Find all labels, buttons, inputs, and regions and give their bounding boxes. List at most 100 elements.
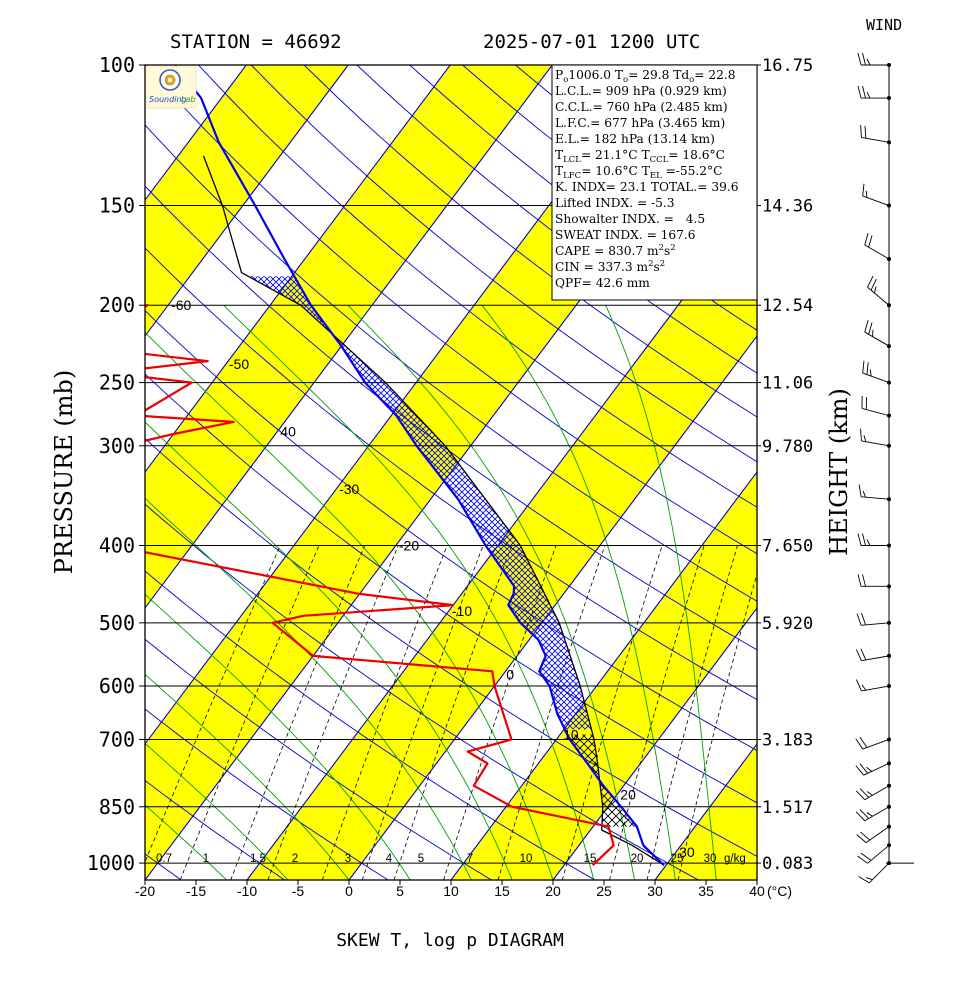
wind-title: WIND (866, 16, 902, 34)
isotherm-line (348, 335, 757, 880)
wind-staff (868, 862, 890, 884)
svg-text:Sounding: Sounding (149, 95, 187, 104)
mixing-ratio-label: 0.7 (156, 853, 172, 865)
wind-feather (855, 811, 866, 822)
isotherm-label: -90 (0, 126, 14, 142)
isotherm-label: 0 (506, 666, 514, 682)
dry-adiabat (780, 65, 960, 880)
wind-barb (855, 679, 891, 692)
wind-barbs (855, 52, 914, 884)
dry-adiabat (145, 373, 757, 804)
wind-feather (859, 763, 869, 774)
dry-adiabat (145, 124, 757, 602)
moist-adiabat (481, 304, 676, 880)
idx-el: E.L.= 182 hPa (13.14 km) (555, 132, 715, 146)
isotherm-label: 10 (563, 727, 579, 743)
wind-barb (855, 736, 891, 750)
wind-feather (866, 539, 871, 546)
moist-adiabat (347, 304, 636, 880)
wind-barb (858, 861, 891, 884)
temperature-tick-label: 15 (494, 883, 510, 899)
wind-barb (857, 533, 891, 548)
station-label: STATION = 46692 (170, 31, 342, 53)
cape-area (248, 276, 592, 730)
wind-staff (861, 685, 890, 692)
wind-feather (860, 831, 871, 841)
wind-feather (860, 648, 867, 661)
isotherm-label: -10 (452, 603, 472, 619)
cin-area (567, 734, 637, 827)
wind-feather (860, 852, 872, 861)
wind-feather (866, 791, 873, 796)
mixing-ratio-label: 1.5 (250, 853, 266, 865)
wind-barb (864, 320, 891, 349)
dry-adiabat (145, 437, 757, 857)
idx-tlfc: TLFC= 10.6°C TEL =-55.2°C (555, 164, 722, 181)
mixing-ratio-line (321, 545, 448, 880)
pressure-tick-label: 1000 (87, 851, 135, 875)
dewpoint-line (145, 304, 615, 866)
wind-staff (862, 195, 890, 206)
isotherm-label: -80 (58, 176, 78, 192)
wind-barb (857, 843, 891, 864)
mixing-ratio-label: 5 (418, 853, 424, 865)
temperature-tick-label: -20 (135, 883, 155, 899)
pressure-axis: 100 150 200 250 300 400 500 600 700 850 1000 (87, 53, 145, 875)
wind-staff (865, 826, 890, 843)
idx-lifted: Lifted INDX. = -5.3 (555, 196, 675, 210)
wind-feather (864, 232, 869, 246)
temperature-tick-label: 20 (545, 883, 561, 899)
wind-barb (861, 396, 891, 418)
wind-barb (855, 804, 891, 822)
dry-adiabat (145, 780, 285, 880)
wind-feather (868, 235, 873, 248)
height-tick-label: 7.650 (762, 536, 813, 556)
moist-adiabat (145, 742, 289, 880)
wind-feather (862, 183, 865, 197)
wind-feather (874, 286, 877, 294)
pressure-tick-label: 600 (99, 674, 135, 698)
wind-staff (864, 244, 890, 260)
idx-lcl: L.C.L.= 909 hPa (0.929 km) (555, 84, 727, 98)
pressure-tick-label: 150 (99, 194, 135, 218)
wind-barb (856, 613, 891, 626)
pressure-tick-label: 250 (99, 371, 135, 395)
mixing-ratio-label: 3 (345, 853, 351, 865)
moist-adiabat (605, 305, 717, 880)
height-tick-label: 0.083 (762, 854, 813, 874)
temperature-tick-label: 5 (396, 883, 404, 899)
idx-cape: CAPE = 830.7 m2s2 (555, 243, 676, 258)
mixing-ratio-lines (145, 545, 757, 880)
dry-adiabat (145, 65, 757, 555)
parcel-line (202, 155, 665, 866)
moist-adiabat (145, 673, 350, 880)
wind-barb (857, 52, 891, 67)
temperature-axis: -20 -15 -10 -5 0 5 10 15 20 25 30 35 40 (135, 880, 765, 899)
wind-barb (857, 574, 891, 589)
wind-feather (862, 574, 866, 587)
wind-barb (857, 85, 891, 101)
mixing-ratio-line (497, 545, 606, 880)
mixing-ratio-line (443, 545, 557, 880)
temperature-tick-label: 40 (749, 883, 765, 899)
wind-barb (867, 275, 891, 308)
wind-feather (865, 877, 873, 881)
wind-feather (866, 362, 869, 375)
wind-staff (867, 286, 890, 306)
height-tick-label: 3.183 (762, 730, 813, 750)
wind-feather (862, 533, 866, 546)
x-unit-label: (°C) (767, 883, 792, 899)
mixing-ratio-line (609, 545, 705, 880)
pressure-tick-label: 500 (99, 611, 135, 635)
isotherm-line (552, 607, 757, 880)
dry-adiabat (145, 185, 757, 651)
mixing-ratio-label: 15 (584, 853, 597, 865)
mixing-ratio-label: 7 (467, 853, 473, 865)
cape-cin-areas (248, 276, 637, 827)
wind-feather (862, 360, 865, 374)
idx-sweat: SWEAT INDX. = 167.6 (555, 228, 696, 242)
wind-feather (869, 369, 872, 377)
dry-adiabats (145, 65, 960, 880)
moist-adiabats (145, 304, 717, 880)
